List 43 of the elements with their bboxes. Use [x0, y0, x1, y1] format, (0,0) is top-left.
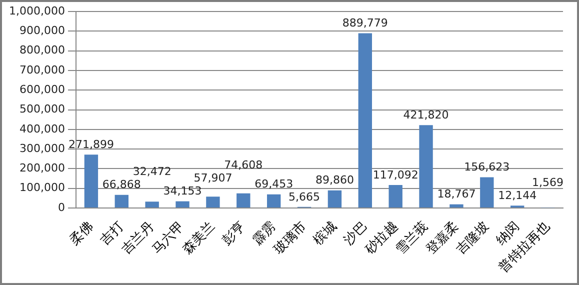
data-label: 156,623 [464, 160, 510, 174]
y-tick-label: 900,000 [19, 24, 65, 38]
y-tick-label: 0 [58, 200, 65, 214]
y-tick-label: 300,000 [19, 142, 65, 155]
y-tick-label: 500,000 [19, 102, 65, 116]
y-tick-label: 800,000 [19, 44, 65, 57]
bar [388, 185, 402, 208]
data-label: 32,472 [132, 165, 172, 178]
data-label: 57,907 [194, 172, 232, 185]
bar [206, 196, 220, 208]
bar [419, 125, 433, 208]
bar [358, 33, 372, 208]
data-label: 117,092 [372, 168, 418, 182]
bar [328, 190, 342, 208]
y-tick-label: 1,000,000 [9, 4, 65, 18]
bar [236, 193, 250, 208]
data-label: 18,767 [437, 188, 476, 201]
data-label: 5,665 [288, 190, 320, 204]
bar [114, 194, 128, 208]
data-label: 66,868 [102, 178, 141, 192]
bar [480, 177, 494, 208]
data-label: 889,779 [342, 16, 388, 30]
y-tick-label: 200,000 [19, 162, 65, 175]
data-label: 69,453 [254, 178, 294, 191]
data-label: 271,899 [68, 138, 114, 151]
bar [450, 204, 464, 208]
x-tick-label: 彭亨 [220, 219, 249, 248]
y-tick-label: 700,000 [19, 63, 65, 76]
x-tick-label: 柔佛 [67, 219, 96, 248]
bar [266, 194, 281, 208]
y-tick-label: 400,000 [19, 122, 65, 136]
data-label: 421,820 [403, 108, 449, 122]
data-label: 74,608 [224, 158, 263, 172]
data-label: 12,144 [498, 188, 537, 202]
y-tick-label: 100,000 [19, 181, 65, 194]
data-label: 89,860 [315, 174, 354, 187]
bar [176, 201, 190, 208]
data-label: 1,569 [532, 176, 564, 189]
x-tick-label: 槟城 [310, 219, 340, 248]
bar [145, 202, 159, 208]
bar [84, 154, 98, 208]
y-tick-label: 600,000 [19, 83, 65, 96]
data-label: 34,153 [163, 184, 202, 198]
